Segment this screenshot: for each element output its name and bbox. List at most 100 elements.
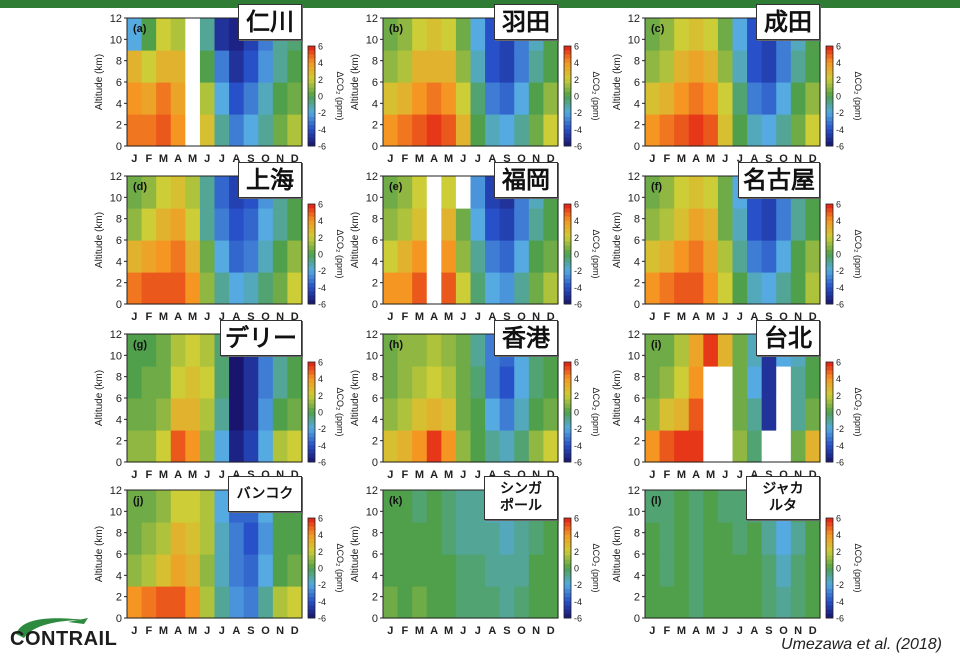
- heatmap-cell: [412, 366, 428, 399]
- colorbar-segment: [308, 597, 315, 602]
- x-tick-label: J: [737, 153, 743, 165]
- x-tick-label: A: [174, 311, 182, 323]
- heatmap-cell: [499, 366, 515, 399]
- colorbar-tick-label: -4: [836, 597, 844, 607]
- heatmap-cell: [674, 366, 690, 399]
- colorbar-segment: [564, 112, 571, 118]
- heatmap-cell: [426, 50, 442, 83]
- colorbar-segment: [826, 91, 833, 97]
- y-tick-label: 6: [372, 393, 378, 405]
- y-tick-label: 2: [372, 120, 378, 132]
- heatmap-cell: [141, 82, 157, 115]
- heatmap-cell: [141, 430, 157, 463]
- heatmap-cell: [485, 430, 501, 463]
- heatmap-cell: [514, 208, 530, 241]
- heatmap-cell: [805, 208, 821, 241]
- colorbar-segment: [308, 538, 315, 544]
- heatmap-cell: [141, 50, 157, 83]
- heatmap-cell: [441, 272, 457, 305]
- heatmap-cell: [141, 334, 157, 367]
- y-tick-label: 4: [634, 414, 640, 426]
- heatmap-cell: [732, 522, 748, 555]
- heatmap-cell: [214, 240, 230, 273]
- heatmap-cell: [747, 50, 763, 83]
- colorbar-segment: [564, 374, 571, 380]
- y-tick-label: 12: [628, 329, 640, 341]
- heatmap-cell: [214, 114, 230, 147]
- heatmap-cell: [383, 334, 399, 367]
- heatmap-cell: [528, 398, 545, 431]
- colorbar-frame: [825, 517, 834, 619]
- colorbar-segment: [826, 266, 833, 272]
- colorbar-segment: [826, 593, 833, 598]
- heatmap-cell: [732, 272, 748, 305]
- colorbar-segment: [564, 220, 571, 226]
- y-tick-label: 10: [628, 192, 640, 204]
- heatmap-cell: [732, 82, 748, 115]
- colorbar-segment: [564, 87, 571, 93]
- heatmap-cell: [455, 430, 472, 463]
- colorbar-segment: [308, 224, 315, 230]
- heatmap-cell: [805, 240, 821, 273]
- colorbar-segment: [564, 584, 571, 590]
- colorbar-segment: [308, 295, 315, 301]
- heatmap-cell: [287, 366, 303, 399]
- heatmap-cell: [156, 334, 172, 367]
- y-tick-label: 2: [116, 436, 122, 448]
- x-tick-label: F: [146, 311, 153, 323]
- colorbar-segment: [826, 584, 833, 590]
- heatmap-cell: [717, 208, 734, 241]
- x-tick-label: J: [387, 625, 393, 637]
- heatmap-cell: [127, 272, 143, 305]
- heatmap-cell: [659, 366, 675, 399]
- y-tick-label: 2: [372, 278, 378, 290]
- heatmap-cell: [776, 208, 792, 241]
- heatmap-cell: [717, 334, 734, 367]
- x-tick-label: J: [722, 625, 728, 637]
- heatmap-cell: [645, 398, 661, 431]
- heatmap-cell: [528, 208, 545, 241]
- heatmap-cell: [127, 208, 143, 241]
- colorbar-segment: [826, 254, 833, 259]
- heatmap-cell: [674, 398, 690, 431]
- heatmap-cell: [703, 334, 719, 367]
- x-tick-label: F: [664, 153, 671, 165]
- colorbar-tick-label: 2: [574, 547, 579, 557]
- heatmap-cell: [805, 430, 821, 463]
- heatmap-cell: [185, 18, 201, 51]
- heatmap-cell: [717, 366, 734, 399]
- x-tick-label: N: [276, 469, 284, 481]
- heatmap-cell: [688, 430, 704, 463]
- colorbar-segment: [308, 279, 315, 284]
- y-tick-label: 12: [110, 485, 122, 497]
- x-tick-label: N: [532, 153, 540, 165]
- colorbar-segment: [308, 437, 315, 442]
- x-tick-label: J: [737, 311, 743, 323]
- x-tick-label: A: [430, 469, 438, 481]
- heatmap-cell: [776, 586, 792, 619]
- x-tick-label: J: [722, 311, 728, 323]
- heatmap-cell: [185, 272, 201, 305]
- colorbar-segment: [826, 83, 833, 89]
- panel-title: 成田: [756, 4, 820, 40]
- colorbar-frame: [307, 45, 316, 147]
- colorbar-segment: [308, 526, 315, 531]
- heatmap-cell: [455, 334, 472, 367]
- heatmap-cell: [214, 586, 230, 619]
- heatmap-cell: [141, 176, 157, 209]
- heatmap-cell: [243, 114, 259, 147]
- heatmap-cell: [258, 366, 274, 399]
- colorbar-segment: [826, 572, 833, 577]
- colorbar-tick-label: 2: [836, 233, 841, 243]
- logo-text: CONTRAIL: [10, 628, 118, 650]
- colorbar-segment: [564, 291, 571, 297]
- heatmap-cell: [805, 366, 821, 399]
- heatmap-cell: [141, 522, 157, 555]
- colorbar-tick-label: 4: [836, 530, 841, 540]
- colorbar-segment: [564, 245, 571, 251]
- heatmap-cell: [747, 366, 763, 399]
- heatmap-cell: [455, 18, 472, 51]
- colorbar-segment: [564, 91, 571, 97]
- x-tick-label: D: [547, 625, 555, 637]
- colorbar-segment: [308, 382, 315, 388]
